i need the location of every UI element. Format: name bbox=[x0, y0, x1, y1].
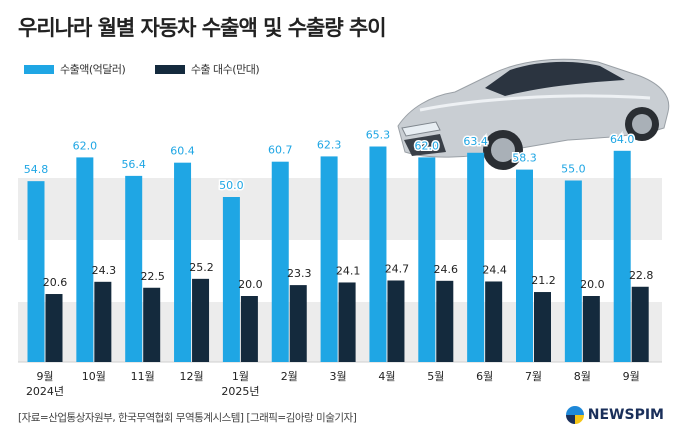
bar-export-value bbox=[222, 197, 240, 362]
car-headlight bbox=[401, 121, 441, 137]
x-tick-label: 3월 bbox=[330, 370, 347, 383]
legend-item-export-value: 수출액(억달러) bbox=[24, 61, 126, 77]
bar-export-value bbox=[564, 180, 582, 362]
car-window bbox=[485, 61, 625, 96]
x-tick-label: 7월 bbox=[525, 370, 542, 383]
data-label-export-value: 54.8 bbox=[24, 163, 49, 176]
data-label-export-value: 62.0 bbox=[73, 139, 98, 152]
data-label-export-units: 24.6 bbox=[434, 263, 459, 276]
x-tick-label: 9월 bbox=[36, 370, 53, 383]
bar-export-units bbox=[387, 280, 405, 362]
bar-export-value bbox=[76, 157, 94, 362]
bar-export-units bbox=[289, 285, 307, 362]
x-tick-label: 2025년 bbox=[221, 385, 259, 398]
source-credit: [자료=산업통상자원부, 한국무역협회 무역통계시스템] [그래픽=김아랑 미술… bbox=[18, 412, 357, 424]
bar-export-value bbox=[467, 152, 485, 362]
data-label-export-units: 21.2 bbox=[531, 274, 556, 287]
bar-export-units bbox=[338, 282, 356, 362]
newspim-logo-icon bbox=[565, 406, 584, 424]
bar-export-units bbox=[94, 281, 112, 362]
bar-export-value bbox=[320, 156, 338, 362]
car-wheel-rear-rim bbox=[632, 114, 652, 134]
x-tick-label: 11월 bbox=[131, 370, 155, 383]
data-label-export-value: 62.0 bbox=[415, 139, 440, 152]
data-label-export-value: 56.4 bbox=[121, 158, 146, 171]
data-label-export-value: 64.0 bbox=[610, 133, 635, 146]
silver-sedan-car bbox=[397, 58, 670, 170]
x-tick-label: 6월 bbox=[476, 370, 493, 383]
data-label-export-value: 63.4 bbox=[463, 135, 488, 148]
data-label-export-units: 20.0 bbox=[580, 278, 605, 291]
data-label-export-units: 24.4 bbox=[482, 263, 507, 276]
data-label-export-units: 20.0 bbox=[238, 278, 263, 291]
x-tick-label: 10월 bbox=[82, 370, 106, 383]
newspim-logo-text: NEWSPIM bbox=[587, 407, 664, 423]
bar-export-value bbox=[27, 181, 45, 362]
data-label-export-units: 23.3 bbox=[287, 267, 312, 280]
data-label-export-value: 58.3 bbox=[512, 152, 537, 165]
data-label-export-value: 60.7 bbox=[268, 144, 293, 157]
data-label-export-value: 55.0 bbox=[561, 163, 586, 176]
legend-label-export-value: 수출액(억달러) bbox=[60, 63, 126, 76]
chart-title: 우리나라 월별 자동차 수출액 및 수출량 추이 bbox=[18, 16, 387, 40]
x-tick-label: 2월 bbox=[281, 370, 298, 383]
data-label-export-units: 24.3 bbox=[92, 264, 117, 277]
data-label-export-value: 65.3 bbox=[366, 129, 391, 142]
bar-export-value bbox=[369, 146, 387, 362]
x-tick-labels: 9월 2024년 10월 11월 12월 1월 2025년 2월 3월 4월 5월 6월 7월 8월 9월 bbox=[26, 370, 640, 398]
x-tick-label: 8월 bbox=[574, 370, 591, 383]
bar-export-units bbox=[143, 287, 161, 362]
value-labels: 54.8 20.6 62.0 24.3 56.4 22.5 60.4 25.2 50.0 20.0… bbox=[22, 127, 654, 291]
bar-export-value bbox=[613, 150, 631, 362]
x-tick-label: 12월 bbox=[179, 370, 203, 383]
x-tick-label: 5월 bbox=[427, 370, 444, 383]
bar-export-units bbox=[485, 281, 503, 362]
legend: 수출액(억달러) 수출 대수(만대) bbox=[24, 61, 285, 77]
bar-export-units bbox=[45, 294, 63, 362]
data-label-export-value: 50.0 bbox=[219, 179, 244, 192]
bars bbox=[27, 146, 649, 362]
data-label-export-units: 24.1 bbox=[336, 264, 361, 277]
x-tick-label: 9월 bbox=[623, 370, 640, 383]
car-wheel-front-rim bbox=[491, 138, 515, 162]
bar-export-units bbox=[631, 286, 649, 362]
bar-export-units bbox=[534, 292, 551, 362]
bar-export-units bbox=[582, 296, 600, 362]
bar-export-value bbox=[174, 162, 192, 362]
bar-export-value bbox=[418, 157, 436, 362]
car-highlight bbox=[419, 94, 651, 112]
legend-swatch-export-units bbox=[154, 64, 185, 74]
legend-label-export-units: 수출 대수(만대) bbox=[190, 63, 260, 76]
bar-export-units bbox=[240, 296, 258, 362]
bar-export-value bbox=[516, 169, 533, 362]
data-label-export-units: 25.2 bbox=[189, 261, 214, 274]
legend-swatch-export-value bbox=[24, 64, 54, 74]
data-label-export-units: 22.8 bbox=[629, 269, 654, 282]
data-label-export-units: 24.7 bbox=[385, 262, 410, 275]
bar-export-units bbox=[436, 280, 454, 362]
newspim-logo: NEWSPIM bbox=[565, 405, 664, 425]
x-tick-label: 2024년 bbox=[26, 385, 64, 398]
data-label-export-value: 62.3 bbox=[317, 138, 342, 151]
data-label-export-units: 20.6 bbox=[43, 276, 68, 289]
bar-export-units bbox=[192, 278, 210, 362]
x-tick-label: 4월 bbox=[378, 370, 395, 383]
legend-item-export-units: 수출 대수(만대) bbox=[154, 61, 260, 77]
data-label-export-units: 22.5 bbox=[140, 270, 165, 283]
car-grille bbox=[404, 134, 446, 156]
x-tick-label: 1월 bbox=[232, 370, 249, 383]
bar-export-value bbox=[125, 175, 143, 362]
data-label-export-value: 60.4 bbox=[170, 145, 195, 158]
bar-export-value bbox=[271, 161, 289, 362]
